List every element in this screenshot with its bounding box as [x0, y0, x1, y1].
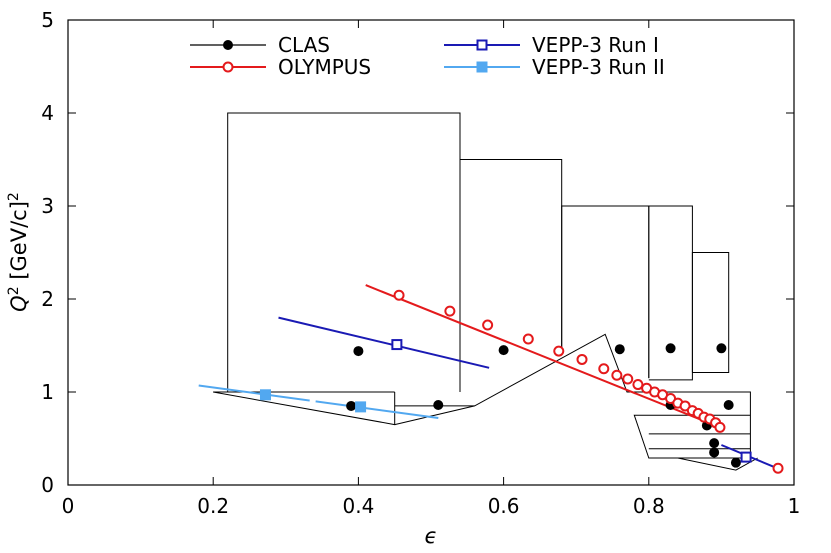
legend-marker [222, 61, 234, 73]
clas-bins [213, 112, 758, 471]
y-tick-label: 3 [41, 194, 54, 218]
x-tick-label: 0.4 [342, 494, 374, 518]
data-point [709, 438, 720, 449]
data-point [714, 421, 726, 433]
clas-bin-outline [227, 112, 461, 392]
data-point [622, 373, 634, 385]
x-axis-label: ϵ [425, 524, 438, 548]
series-line [198, 384, 439, 419]
data-point [740, 451, 752, 463]
data-point [353, 346, 364, 357]
legend-marker [476, 39, 488, 51]
clas-bin-outline [633, 391, 751, 459]
legend-label: VEPP-3 Run II [532, 55, 665, 79]
data-point [393, 289, 405, 301]
data-point [522, 333, 534, 345]
series-line [278, 316, 490, 369]
data-point [709, 447, 720, 458]
legend-label: VEPP-3 Run I [532, 33, 659, 57]
data-point [259, 389, 271, 401]
data-point [716, 343, 727, 354]
data-point [576, 353, 588, 365]
y-tick-label: 5 [41, 8, 54, 32]
x-tick-label: 1 [788, 494, 801, 518]
data-point [444, 305, 456, 317]
plot-frame [67, 19, 795, 486]
y-tick-label: 2 [41, 287, 54, 311]
data-point [665, 343, 676, 354]
data-point [772, 462, 784, 474]
data-point [553, 345, 565, 357]
legend-label: CLAS [278, 33, 330, 57]
data-point [723, 400, 734, 411]
x-tick-label: 0.2 [197, 494, 229, 518]
legend-marker [476, 61, 488, 73]
clas-bin-outline [691, 252, 730, 373]
legend-label: OLYMPUS [278, 55, 371, 79]
data-point [611, 369, 623, 381]
y-tick-label: 1 [41, 380, 54, 404]
data-point [498, 345, 509, 356]
data-point [598, 363, 610, 375]
data-point [346, 400, 357, 411]
plot-area [67, 19, 795, 486]
y-axis-label: Q2 [GeV/c]2 [6, 192, 31, 312]
x-tick-label: 0 [62, 494, 75, 518]
series-lines [198, 284, 780, 471]
series-line [365, 284, 721, 429]
x-tick-label: 0.6 [488, 494, 520, 518]
clas-bin-outline [648, 205, 693, 381]
axis-ticks: 0 0.2 0.4 0.6 0.8 1 0 1 2 3 4 5 [41, 8, 800, 518]
data-point [355, 401, 367, 413]
y-tick-label: 4 [41, 101, 54, 125]
legend-marker [223, 40, 233, 50]
data-point [391, 339, 403, 351]
x-tick-label: 0.8 [633, 494, 665, 518]
data-point [632, 379, 644, 391]
data-point [730, 457, 741, 468]
clas-bin-outline [561, 205, 650, 379]
data-point [614, 344, 625, 355]
data-point [482, 319, 494, 331]
data-markers [259, 289, 784, 474]
data-point [433, 400, 444, 411]
y-tick-label: 0 [41, 473, 54, 497]
